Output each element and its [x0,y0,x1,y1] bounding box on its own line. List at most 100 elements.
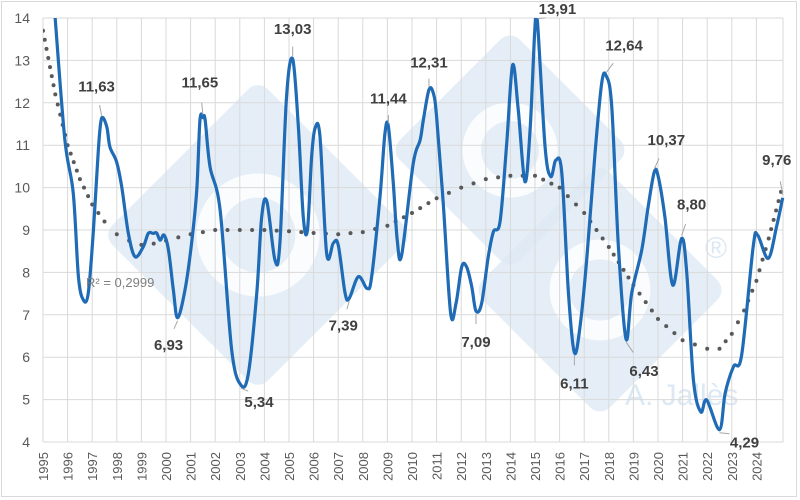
data-label: 5,34 [244,394,274,411]
trendline-dot [771,217,776,222]
x-tick-label: 2001 [184,452,199,481]
trendline-dot [311,230,316,235]
data-label-leader [537,17,546,20]
x-tick-label: 2018 [602,452,617,481]
x-tick-label: 2000 [159,452,174,481]
y-tick-label: 13 [14,52,30,68]
data-label-leader [653,158,660,170]
data-label-leader [719,432,730,435]
trendline-dot [262,228,267,232]
trendline-dot [176,235,181,240]
x-tick-label: 2003 [233,452,248,481]
x-tick-label: 1997 [85,452,100,481]
y-tick-label: 9 [22,222,30,238]
x-axis-ticks: 1995 1996 1997 1998 1999 2000 2001 2002 2003 2004… [36,452,764,481]
x-tick-label: 2014 [503,452,518,481]
trendline-dot [102,219,107,224]
trendline-dot [508,173,513,178]
data-label: 11,63 [78,78,115,95]
x-tick-label: 1998 [110,452,125,481]
data-label-leader [625,341,634,353]
trendline-dot [496,175,501,180]
trendline-dot [401,215,406,220]
x-tick-label: 2004 [257,452,272,481]
trendline-dot [77,177,82,182]
y-tick-label: 11 [15,137,30,153]
data-label: 9,76 [762,152,791,169]
trendline-dot [74,168,79,173]
x-tick-label: 2022 [700,452,715,481]
data-label: 11,44 [370,91,407,108]
trendline-dot [68,151,73,156]
trendline-dot [729,331,734,336]
trendline-dot [766,236,771,241]
y-tick-label: 12 [14,95,30,111]
x-tick-label: 2010 [405,452,420,481]
trendline-dot [549,181,554,186]
trendline-dot [96,211,101,216]
trendline-dot [446,190,451,195]
trendline-dot [86,194,91,199]
data-label: 10,37 [648,132,686,149]
trendline-dot [672,331,677,336]
trendline-dot [637,291,642,296]
x-tick-label: 2009 [380,452,395,481]
series-layer [43,18,785,432]
trendline-dot [53,92,58,97]
trendline-dot [287,229,291,234]
watermark-diamond [108,85,408,385]
trendline-dot [410,211,414,216]
x-tick-label: 2013 [479,452,494,481]
x-tick-label: 2017 [577,452,592,481]
x-tick-label: 2021 [676,452,691,481]
trendline-dot [471,181,476,186]
trendline-dot [760,257,765,262]
trendline-dot [55,102,60,107]
trendline-dot [717,346,722,351]
data-label: 13,03 [274,21,312,38]
trendline-dot [225,228,230,232]
x-tick-label: 2012 [454,452,469,481]
trendline-dot [151,241,156,246]
trendline-dot [750,288,755,293]
y-tick-label: 6 [22,349,30,365]
trendline-dot [299,230,304,235]
trendline-dot [459,185,464,190]
data-label-leader [240,387,249,392]
trendline-r2-label: R² = 0,2999 [86,275,154,290]
x-tick-label: 2020 [651,452,666,481]
trendline-dot [49,74,54,79]
trendline-dot [348,231,353,236]
trendline-dot [434,196,439,201]
data-label: 12,31 [410,55,448,72]
x-tick-label: 2011 [430,452,445,480]
trendline-dot [692,342,697,347]
trendline-dot [71,160,76,165]
trendline-dot [46,55,51,60]
trendline-dot [594,228,599,232]
data-label: 7,09 [461,334,490,351]
data-label: 7,39 [329,317,358,334]
x-tick-label: 2007 [331,452,346,481]
trendline-dot [582,211,587,216]
trendline-dot [336,232,341,237]
y-tick-label: 7 [22,307,30,323]
trendline-dot [43,37,47,42]
x-tick-label: 2024 [749,452,764,481]
trendline-dot [774,208,779,213]
trendline-dot [213,228,218,232]
trendline-dot [250,228,255,232]
trendline-dot [44,46,49,51]
trendline-dot [757,268,762,273]
y-tick-label: 5 [22,392,30,408]
trendline-dot [90,202,95,207]
data-label: 6,11 [560,376,588,393]
trendline-dot [754,278,759,283]
trendline-dot [656,317,660,322]
x-tick-label: 2005 [282,452,297,481]
trendline-dot [574,202,578,207]
data-label: 13,91 [539,1,577,18]
data-label: 6,93 [154,337,183,354]
y-tick-label: 14 [14,10,30,26]
